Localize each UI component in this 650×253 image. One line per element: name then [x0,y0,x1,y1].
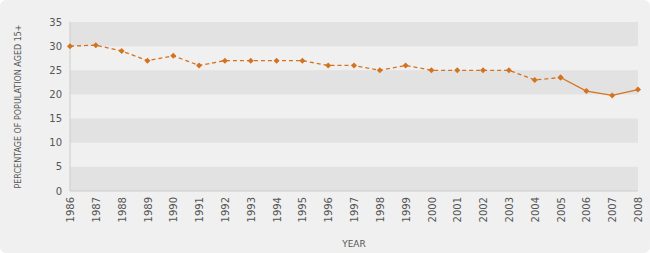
svg-text:15: 15 [49,113,62,124]
svg-text:1991: 1991 [194,197,205,222]
svg-text:PERCENTAGE OF POPULATION AGED: PERCENTAGE OF POPULATION AGED 15+ [14,24,23,188]
svg-text:1994: 1994 [272,197,283,222]
svg-text:2006: 2006 [581,197,592,222]
svg-text:1996: 1996 [323,197,334,222]
svg-text:1988: 1988 [117,197,128,222]
svg-text:1986: 1986 [65,197,76,222]
svg-text:2005: 2005 [556,197,567,222]
svg-text:1987: 1987 [91,197,102,222]
svg-text:35: 35 [49,17,62,28]
svg-text:2004: 2004 [530,197,541,222]
svg-text:5: 5 [56,161,62,172]
svg-text:1995: 1995 [297,197,308,222]
svg-text:10: 10 [49,137,62,148]
svg-text:25: 25 [49,65,62,76]
svg-text:0: 0 [56,186,62,197]
svg-text:1999: 1999 [401,197,412,222]
svg-text:1993: 1993 [246,197,257,222]
svg-text:2008: 2008 [633,197,642,222]
svg-text:2007: 2007 [607,197,618,222]
svg-text:2002: 2002 [478,197,489,222]
svg-text:2003: 2003 [504,197,515,222]
svg-text:30: 30 [49,41,62,52]
svg-text:1997: 1997 [349,197,360,222]
svg-text:1990: 1990 [168,197,179,222]
svg-text:1992: 1992 [220,197,231,222]
svg-text:2001: 2001 [452,197,463,222]
svg-text:1989: 1989 [143,197,154,222]
svg-text:20: 20 [49,89,62,100]
svg-text:2000: 2000 [427,197,438,222]
svg-text:1998: 1998 [375,197,386,222]
svg-text:YEAR: YEAR [341,239,366,249]
